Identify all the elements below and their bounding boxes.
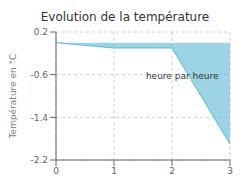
svg-text:1: 1 — [111, 166, 117, 176]
svg-text:-1.4: -1.4 — [30, 113, 48, 123]
svg-text:0.2: 0.2 — [34, 27, 48, 37]
svg-text:2: 2 — [169, 166, 175, 176]
svg-text:-0.6: -0.6 — [30, 70, 48, 80]
html-text:Evolution de la température: Evolution de la température — [40, 10, 210, 24]
svg-text:3: 3 — [227, 166, 233, 176]
svg-text:heure par heure: heure par heure — [146, 71, 219, 81]
svg-text:Température en °C: Température en °C — [8, 54, 18, 140]
svg-text:0: 0 — [53, 166, 59, 176]
svg-text:-2.2: -2.2 — [30, 155, 48, 165]
